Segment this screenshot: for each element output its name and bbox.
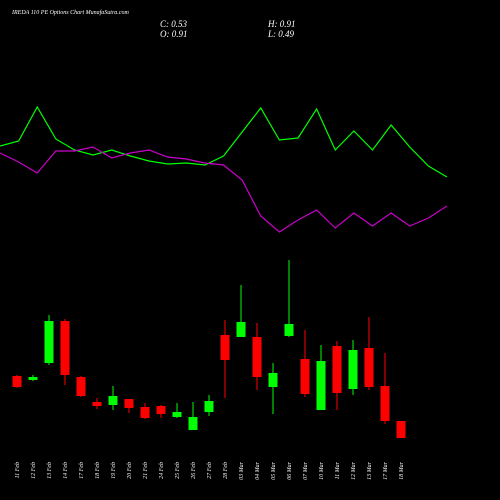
open-info: O: 0.91 xyxy=(160,29,188,39)
x-tick-label: 18 Mar xyxy=(399,461,405,479)
candle-body xyxy=(380,386,390,421)
candle-body xyxy=(220,335,230,360)
x-tick-label: 20 Feb xyxy=(127,462,133,479)
candle-body xyxy=(364,348,374,387)
candle-body xyxy=(316,361,326,410)
x-tick-label: 25 Feb xyxy=(175,462,181,479)
candle-body xyxy=(172,412,182,417)
close-info: C: 0.53 xyxy=(160,19,188,29)
low-info: L: 0.49 xyxy=(267,29,295,39)
x-tick-label: 04 Mar xyxy=(254,461,261,479)
candle-body xyxy=(268,373,278,387)
candle-body xyxy=(156,406,166,414)
x-tick-label: 11 Feb xyxy=(15,462,21,478)
indicator-line xyxy=(0,146,448,233)
candle-body xyxy=(108,396,118,405)
candle-body xyxy=(140,407,150,418)
x-tick-label: 11 Mar xyxy=(335,461,341,479)
candle-body xyxy=(28,377,38,380)
candle-body xyxy=(284,324,294,336)
candle-body xyxy=(44,321,54,363)
x-tick-label: 18 Feb xyxy=(95,462,101,479)
candle-body xyxy=(60,321,70,375)
x-tick-label: 28 Feb xyxy=(223,462,229,479)
candle-body xyxy=(252,337,262,377)
chart-title: IREDA 110 PE Options Chart MunafaSutra.c… xyxy=(11,9,129,16)
x-tick-label: 21 Feb xyxy=(143,462,149,479)
indicator-line xyxy=(0,105,448,178)
x-tick-label: 05 Mar xyxy=(271,461,277,479)
candle-body xyxy=(204,401,214,412)
x-tick-label: 19 Feb xyxy=(111,462,117,479)
x-tick-label: 10 Mar xyxy=(319,461,325,479)
x-tick-label: 17 Mar xyxy=(383,461,389,479)
candle-body xyxy=(92,402,102,406)
x-tick-label: 17 Feb xyxy=(79,462,85,479)
candle-body xyxy=(124,399,134,408)
x-tick-label: 12 Mar xyxy=(351,461,357,479)
x-tick-label: 06 Mar xyxy=(287,461,293,479)
candle-body xyxy=(348,350,358,389)
candle-body xyxy=(332,346,342,393)
x-tick-label: 03 Mar xyxy=(239,461,245,479)
candle-body xyxy=(76,377,86,396)
candle-body xyxy=(236,322,246,337)
x-tick-label: 13 Feb xyxy=(47,462,53,479)
candle-body xyxy=(188,417,198,430)
x-tick-label: 13 Mar xyxy=(367,461,373,479)
high-info: H: 0.91 xyxy=(267,19,296,29)
candle-body xyxy=(396,421,406,438)
candle-body xyxy=(12,376,22,387)
x-tick-label: 27 Feb xyxy=(207,462,213,479)
x-tick-label: 12 Feb xyxy=(31,462,37,479)
candle-body xyxy=(300,359,310,394)
x-tick-label: 24 Feb xyxy=(158,462,165,479)
x-tick-label: 07 Mar xyxy=(303,461,309,479)
x-tick-label: 26 Feb xyxy=(191,462,197,479)
x-tick-label: 14 Feb xyxy=(62,462,69,479)
